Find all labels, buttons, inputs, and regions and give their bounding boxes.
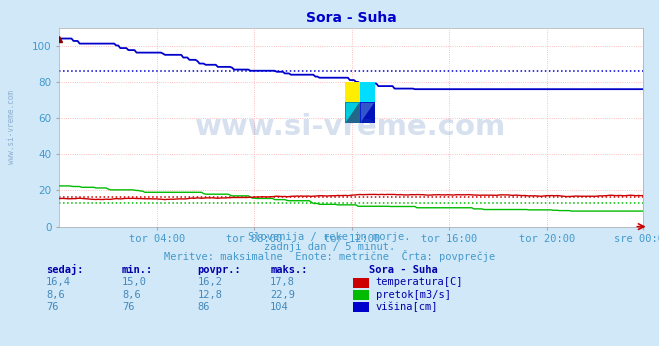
Text: 17,8: 17,8 xyxy=(270,277,295,288)
Text: 12,8: 12,8 xyxy=(198,290,223,300)
Text: Slovenija / reke in morje.: Slovenija / reke in morje. xyxy=(248,233,411,243)
Title: Sora - Suha: Sora - Suha xyxy=(306,11,396,25)
Text: 76: 76 xyxy=(122,302,134,312)
Text: višina[cm]: višina[cm] xyxy=(376,301,438,312)
Text: Sora - Suha: Sora - Suha xyxy=(369,265,438,275)
Text: Meritve: maksimalne  Enote: metrične  Črta: povprečje: Meritve: maksimalne Enote: metrične Črta… xyxy=(164,249,495,262)
Text: maks.:: maks.: xyxy=(270,265,308,275)
Text: 104: 104 xyxy=(270,302,289,312)
Polygon shape xyxy=(360,103,374,122)
Polygon shape xyxy=(346,103,359,122)
Text: min.:: min.: xyxy=(122,265,153,275)
Text: temperatura[C]: temperatura[C] xyxy=(376,277,463,288)
Text: pretok[m3/s]: pretok[m3/s] xyxy=(376,290,451,300)
Text: 16,4: 16,4 xyxy=(46,277,71,288)
Text: 16,2: 16,2 xyxy=(198,277,223,288)
Text: 86: 86 xyxy=(198,302,210,312)
Polygon shape xyxy=(346,103,359,122)
Text: 76: 76 xyxy=(46,302,59,312)
Text: zadnji dan / 5 minut.: zadnji dan / 5 minut. xyxy=(264,242,395,252)
Text: www.si-vreme.com: www.si-vreme.com xyxy=(7,90,16,164)
Polygon shape xyxy=(360,103,374,122)
Text: 22,9: 22,9 xyxy=(270,290,295,300)
Text: povpr.:: povpr.: xyxy=(198,265,241,275)
Text: www.si-vreme.com: www.si-vreme.com xyxy=(195,113,507,141)
Text: sedaj:: sedaj: xyxy=(46,264,84,275)
Text: 8,6: 8,6 xyxy=(122,290,140,300)
Text: 15,0: 15,0 xyxy=(122,277,147,288)
Text: 8,6: 8,6 xyxy=(46,290,65,300)
